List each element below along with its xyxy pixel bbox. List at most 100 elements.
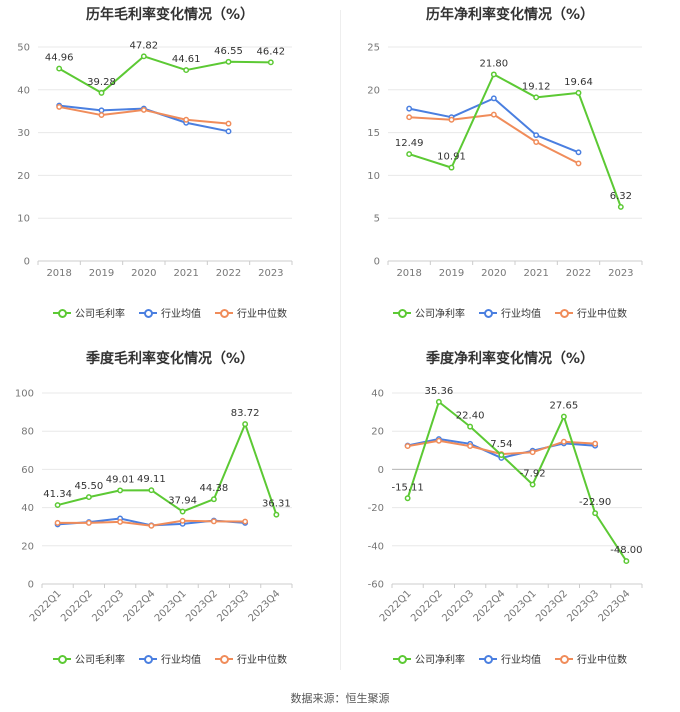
y-tick-label: 10 bbox=[17, 214, 30, 225]
data-point[interactable] bbox=[406, 105, 413, 112]
series-company: -15.11 35.36 22.40 7.54 -7.92 27.65 -22.90 -48.… bbox=[392, 386, 643, 565]
data-point[interactable] bbox=[406, 151, 413, 158]
data-point[interactable] bbox=[560, 438, 567, 445]
series-line bbox=[409, 113, 579, 165]
data-label: 7.54 bbox=[490, 439, 512, 450]
legend-item-industry-median[interactable]: 行业中位数 bbox=[555, 651, 627, 666]
y-tick-label: 0 bbox=[24, 257, 30, 268]
data-point[interactable] bbox=[183, 116, 190, 123]
legend: 公司净利率 行业均值 行业中位数 bbox=[340, 305, 680, 320]
data-point[interactable] bbox=[498, 452, 505, 458]
legend: 公司毛利率 行业均值 行业中位数 bbox=[0, 305, 340, 320]
data-point[interactable] bbox=[592, 440, 599, 447]
series-line bbox=[57, 423, 278, 515]
data-label: 46.42 bbox=[257, 46, 286, 57]
chart-title: 季度毛利率变化情况（%） bbox=[85, 351, 255, 367]
data-label: 37.94 bbox=[168, 496, 197, 507]
data-label: -15.11 bbox=[392, 482, 424, 493]
data-point[interactable] bbox=[575, 89, 582, 96]
data-point[interactable] bbox=[623, 558, 630, 565]
data-label: 21.80 bbox=[480, 58, 509, 69]
x-tick-label: 2019 bbox=[439, 268, 464, 279]
legend-item-industry-avg[interactable]: 行业均值 bbox=[479, 305, 541, 320]
data-point[interactable] bbox=[117, 487, 124, 494]
x-tick-label: 2022 bbox=[216, 268, 241, 279]
data-point[interactable] bbox=[435, 437, 442, 444]
data-point[interactable] bbox=[435, 398, 442, 405]
legend-item-industry-avg[interactable]: 行业均值 bbox=[139, 305, 201, 320]
legend-item-industry-avg[interactable]: 行业均值 bbox=[479, 651, 541, 666]
data-point[interactable] bbox=[267, 59, 274, 66]
y-tick-label: 40 bbox=[371, 389, 384, 400]
data-point[interactable] bbox=[467, 423, 474, 430]
data-point[interactable] bbox=[406, 114, 413, 121]
data-point[interactable] bbox=[529, 481, 536, 488]
data-label: 27.65 bbox=[550, 401, 579, 412]
x-tick-label: 2022Q1 bbox=[378, 588, 414, 624]
data-point[interactable] bbox=[533, 139, 540, 145]
plot-area: 0 10 20 30 40 50 2018 2019 2020 2021 2022 2023 44.96… bbox=[17, 40, 293, 279]
data-point[interactable] bbox=[210, 496, 217, 503]
data-point[interactable] bbox=[467, 443, 474, 450]
data-point[interactable] bbox=[148, 522, 155, 529]
data-point[interactable] bbox=[490, 95, 497, 102]
data-point[interactable] bbox=[98, 112, 105, 119]
x-tick-label: 2023 bbox=[608, 268, 633, 279]
legend-item-company[interactable]: 公司净利率 bbox=[393, 305, 465, 320]
data-point[interactable] bbox=[183, 67, 190, 74]
legend-item-company[interactable]: 公司毛利率 bbox=[53, 651, 125, 666]
x-tick-label: 2022Q3 bbox=[440, 588, 476, 624]
data-point[interactable] bbox=[56, 103, 63, 110]
data-point[interactable] bbox=[210, 518, 217, 525]
data-point[interactable] bbox=[179, 517, 186, 524]
data-point[interactable] bbox=[56, 65, 63, 72]
data-point[interactable] bbox=[117, 518, 124, 525]
legend-item-industry-avg[interactable]: 行业均值 bbox=[139, 651, 201, 666]
legend-item-industry-median[interactable]: 行业中位数 bbox=[555, 305, 627, 320]
data-point[interactable] bbox=[404, 443, 411, 450]
legend-item-company[interactable]: 公司毛利率 bbox=[53, 305, 125, 320]
data-point[interactable] bbox=[529, 449, 536, 456]
data-point[interactable] bbox=[448, 164, 455, 171]
data-point[interactable] bbox=[490, 111, 497, 118]
data-point[interactable] bbox=[98, 89, 105, 96]
data-point[interactable] bbox=[592, 510, 599, 517]
x-tick-label: 2021 bbox=[523, 268, 548, 279]
data-point[interactable] bbox=[404, 495, 411, 502]
data-point[interactable] bbox=[85, 519, 92, 526]
data-point[interactable] bbox=[179, 508, 186, 515]
y-tick-label: 0 bbox=[374, 257, 380, 268]
data-point[interactable] bbox=[575, 149, 582, 156]
series-line bbox=[408, 73, 622, 208]
data-point[interactable] bbox=[575, 160, 582, 167]
series-industry_median bbox=[406, 111, 582, 167]
data-point[interactable] bbox=[273, 511, 280, 518]
data-point[interactable] bbox=[560, 413, 567, 420]
data-point[interactable] bbox=[85, 494, 92, 501]
data-label: 41.34 bbox=[43, 489, 72, 500]
legend-item-company[interactable]: 公司净利率 bbox=[393, 651, 465, 666]
y-tick-label: 20 bbox=[371, 427, 384, 438]
data-point[interactable] bbox=[140, 53, 147, 60]
data-point[interactable] bbox=[225, 128, 232, 135]
legend-item-industry-median[interactable]: 行业中位数 bbox=[215, 651, 287, 666]
x-tick-label: 2023Q3 bbox=[215, 588, 251, 624]
data-point[interactable] bbox=[225, 120, 232, 127]
data-point[interactable] bbox=[533, 94, 540, 101]
data-point[interactable] bbox=[98, 107, 105, 114]
data-point[interactable] bbox=[148, 487, 155, 494]
data-point[interactable] bbox=[140, 106, 147, 113]
data-point[interactable] bbox=[617, 203, 624, 210]
data-point[interactable] bbox=[54, 519, 61, 526]
data-point[interactable] bbox=[242, 518, 249, 525]
data-point[interactable] bbox=[448, 116, 455, 123]
data-point[interactable] bbox=[490, 71, 497, 78]
data-point[interactable] bbox=[225, 58, 232, 65]
data-point[interactable] bbox=[54, 502, 61, 508]
data-point[interactable] bbox=[533, 132, 540, 139]
data-point[interactable] bbox=[242, 421, 249, 428]
plot-area: -60-40-20020402022Q12022Q22022Q32022Q420… bbox=[368, 386, 643, 624]
data-label: -48.00 bbox=[610, 545, 642, 556]
legend-item-industry-median[interactable]: 行业中位数 bbox=[215, 305, 287, 320]
x-tick-label: 2022 bbox=[566, 268, 591, 279]
